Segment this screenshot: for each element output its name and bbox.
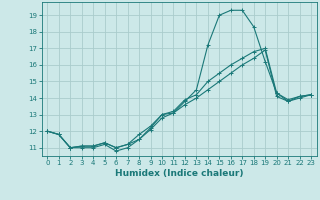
X-axis label: Humidex (Indice chaleur): Humidex (Indice chaleur) (115, 169, 244, 178)
